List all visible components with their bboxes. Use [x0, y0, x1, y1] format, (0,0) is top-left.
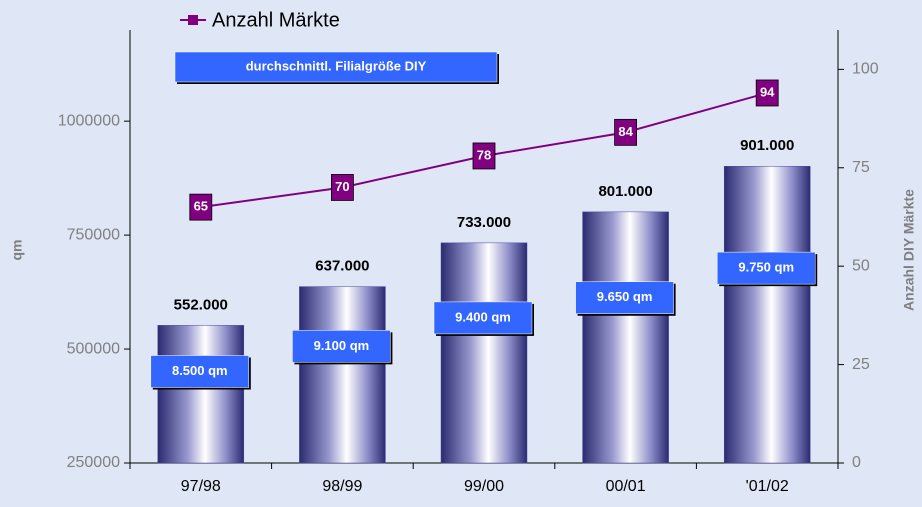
line-value-label: 78	[477, 147, 491, 162]
size-box-label: 8.500 qm	[172, 363, 228, 378]
x-tick-label: 99/00	[464, 478, 504, 495]
y2-tick-label: 25	[852, 356, 870, 373]
bar-value-label: 733.000	[457, 214, 511, 231]
bar-value-label: 552.000	[174, 296, 228, 313]
legend-box	[174, 51, 498, 83]
y2-tick-label: 75	[852, 159, 870, 176]
size-box-label: 9.650 qm	[597, 289, 653, 304]
bar	[582, 211, 669, 464]
line-value-label: 65	[194, 199, 208, 214]
bar	[299, 286, 386, 464]
legend-label: durchschnittl. Filialgröße DIY	[246, 58, 427, 73]
x-tick-label: 97/98	[181, 478, 221, 495]
line-marker	[472, 142, 496, 170]
bar	[723, 166, 811, 464]
line-value-label: 70	[335, 179, 349, 194]
legend-marker	[188, 15, 198, 25]
bar	[440, 242, 528, 464]
y-axis-title: qm	[9, 240, 25, 261]
size-box-face	[575, 281, 674, 315]
size-box-face	[716, 251, 816, 285]
line-marker	[614, 118, 637, 146]
size-box-face	[433, 301, 533, 335]
bar	[157, 325, 245, 464]
y-tick-label: 1000000	[58, 112, 120, 129]
line-marker	[189, 193, 213, 221]
size-box-label: 9.750 qm	[738, 260, 794, 275]
line-value-label: 84	[618, 124, 633, 139]
size-box-face	[150, 355, 250, 388]
y-tick-label: 250000	[67, 454, 120, 471]
line-marker	[330, 174, 354, 201]
bar-value-label: 637.000	[315, 258, 369, 275]
x-tick-label: 98/99	[322, 478, 362, 495]
y2-tick-label: 50	[852, 257, 870, 274]
y2-axis-title: Anzahl DIY Märkte	[901, 189, 917, 311]
y2-tick-label: 100	[852, 61, 879, 78]
x-tick-label: 00/01	[606, 478, 646, 495]
line-value-label: 94	[760, 84, 775, 99]
bar-value-label: 901.000	[740, 137, 794, 154]
x-tick-label: '01/02	[746, 478, 789, 495]
size-box-label: 9.100 qm	[314, 338, 370, 353]
y-tick-label: 500000	[67, 340, 120, 357]
line-marker	[755, 79, 779, 107]
bar-value-label: 801.000	[598, 183, 652, 200]
legend-label: Anzahl Märkte	[212, 9, 340, 31]
y2-tick-label: 0	[852, 454, 861, 471]
size-box-face	[292, 330, 391, 363]
size-box-label: 9.400 qm	[455, 309, 511, 324]
y-tick-label: 750000	[67, 226, 120, 243]
